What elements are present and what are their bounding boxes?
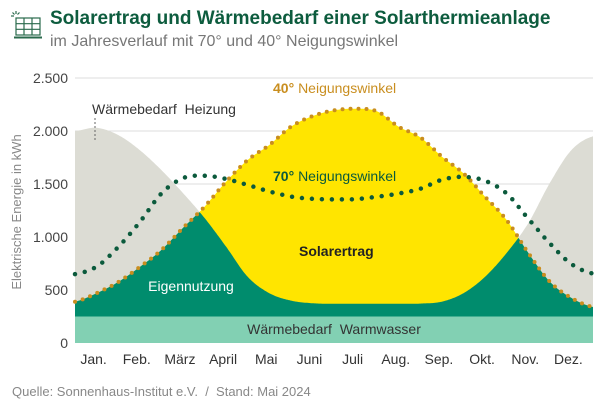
chart-title: Solarertrag und Wärmebedarf einer Solart… <box>50 8 551 29</box>
series-40-label-bold: 40° <box>273 80 294 96</box>
chart-areas <box>75 108 593 343</box>
y-tick-label: 1.000 <box>33 229 68 245</box>
series-70-label-bold: 70° <box>273 168 294 184</box>
x-tick-label: Juni <box>297 351 323 367</box>
x-tick-label: März <box>164 351 195 367</box>
x-tick-label: Mai <box>255 351 278 367</box>
y-tick-label: 0 <box>60 335 68 351</box>
y-tick-label: 2.000 <box>33 123 68 139</box>
self-use-area <box>75 212 593 343</box>
x-tick-label: Sep. <box>425 351 454 367</box>
yield-area-label: Solarertrag <box>299 243 374 259</box>
x-tick-label: April <box>209 351 237 367</box>
x-axis-ticks: Jan. Feb. März April Mai Juni Juli Aug. Sep. Okt.… <box>80 351 582 367</box>
series-40-label: 40° Neigungswinkel <box>273 80 396 96</box>
series-70-dotted-line <box>72 173 596 277</box>
solar-panel-icon <box>11 11 42 39</box>
x-tick-label: Feb. <box>123 351 151 367</box>
chart-subtitle: im Jahresverlauf mit 70° und 40° Neigung… <box>50 33 399 50</box>
x-tick-label: Aug. <box>381 351 410 367</box>
x-tick-label: Juli <box>342 351 363 367</box>
series-40-label-rest: Neigungswinkel <box>298 80 396 96</box>
source-note: Quelle: Sonnenhaus-Institut e.V. / Stand… <box>12 384 311 399</box>
y-tick-label: 2.500 <box>33 70 68 86</box>
chart-plot: 0 500 1.000 1.500 2.000 2.500 Jan. Feb. März Apr… <box>9 70 596 367</box>
series-70-label: 70° Neigungswinkel <box>273 168 396 184</box>
chart-lines <box>72 106 596 309</box>
y-axis-ticks: 0 500 1.000 1.500 2.000 2.500 <box>33 70 68 351</box>
y-tick-label: 500 <box>45 282 69 298</box>
heating-label: Wärmebedarf Heizung <box>92 101 236 117</box>
x-tick-label: Jan. <box>80 351 106 367</box>
x-tick-label: Nov. <box>511 351 539 367</box>
x-tick-label: Dez. <box>554 351 583 367</box>
self-use-area-label: Eigennutzung <box>148 278 234 294</box>
warmwater-label: Wärmebedarf Warmwasser <box>247 321 421 337</box>
series-40-dotted-line <box>73 106 595 309</box>
x-tick-label: Okt. <box>469 351 495 367</box>
y-axis-label: Elektrische Energie in kWh <box>9 134 24 289</box>
y-tick-label: 1.500 <box>33 176 68 192</box>
series-70-label-rest: Neigungswinkel <box>298 168 396 184</box>
warmwater-demand-band <box>75 316 593 343</box>
